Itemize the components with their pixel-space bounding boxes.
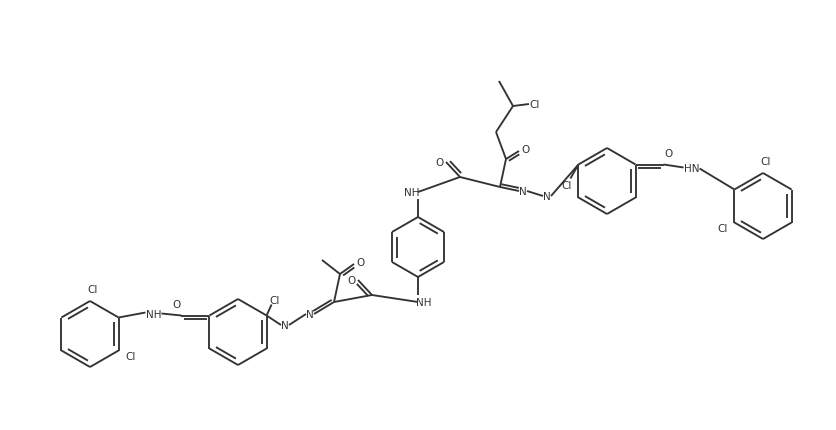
Text: NH: NH [404,187,419,197]
Text: NH: NH [145,309,161,319]
Text: Cl: Cl [561,180,571,190]
Text: O: O [522,144,529,155]
Text: N: N [518,187,526,197]
Text: Cl: Cl [716,223,726,233]
Text: Cl: Cl [760,157,770,166]
Text: N: N [281,320,288,330]
Text: N: N [543,191,550,202]
Text: HN: HN [683,163,699,173]
Text: NH: NH [415,297,431,307]
Text: Cl: Cl [269,295,279,305]
Text: O: O [348,275,355,286]
Text: N: N [306,309,314,319]
Text: Cl: Cl [529,100,539,110]
Text: O: O [356,258,364,267]
Text: Cl: Cl [88,284,98,294]
Text: Cl: Cl [125,351,135,361]
Text: O: O [664,148,672,158]
Text: O: O [436,158,444,168]
Text: O: O [172,299,181,309]
